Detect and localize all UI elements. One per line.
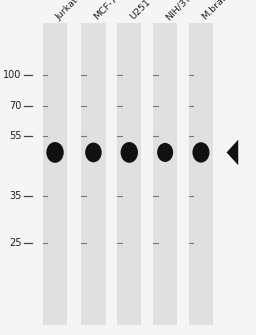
Text: 55: 55: [9, 131, 22, 141]
Text: 35: 35: [9, 191, 22, 201]
Bar: [117, 23, 141, 325]
Text: U251: U251: [128, 0, 152, 22]
Polygon shape: [227, 140, 238, 165]
Text: 100: 100: [3, 70, 22, 80]
Ellipse shape: [121, 142, 138, 163]
Ellipse shape: [46, 142, 64, 163]
Ellipse shape: [85, 143, 102, 162]
Text: NIH/3T3: NIH/3T3: [164, 0, 197, 22]
Text: MCF-7: MCF-7: [92, 0, 119, 22]
Bar: [43, 23, 67, 325]
Text: Jurkat: Jurkat: [54, 0, 80, 22]
Ellipse shape: [157, 143, 173, 162]
Text: 70: 70: [9, 100, 22, 111]
Bar: [153, 23, 177, 325]
Bar: [189, 23, 213, 325]
Text: 25: 25: [9, 238, 22, 248]
Bar: [81, 23, 105, 325]
Text: M.brain: M.brain: [200, 0, 231, 22]
Ellipse shape: [193, 142, 209, 162]
